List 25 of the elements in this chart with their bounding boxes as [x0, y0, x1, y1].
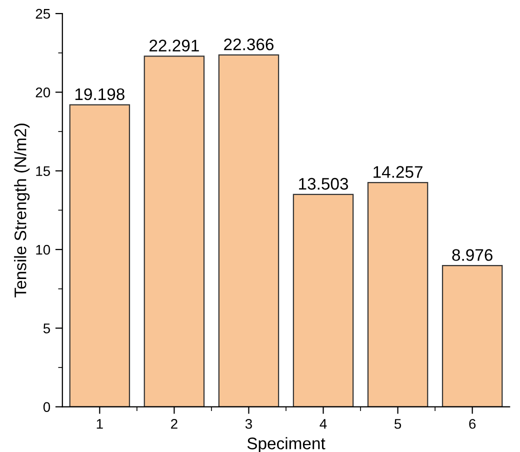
data-label: 19.198 [75, 88, 124, 100]
data-label: 22.366 [224, 38, 274, 50]
y-tick-label: 25 [36, 8, 50, 19]
data-label: 13.503 [299, 178, 348, 190]
bar [367, 182, 428, 407]
y-tick-label: 20 [36, 88, 50, 98]
bar [292, 194, 354, 407]
x-tick-label: 3 [245, 418, 252, 429]
y-tick-label: 10 [36, 244, 50, 255]
data-label: 14.257 [374, 166, 422, 178]
x-tick-label: 6 [469, 418, 476, 429]
bar [442, 265, 503, 407]
x-tick-label: 4 [320, 419, 327, 429]
x-tick-label: 5 [394, 419, 402, 429]
y-tick-label: 0 [43, 402, 50, 412]
data-label: 22.291 [150, 40, 199, 52]
x-tick-label: 2 [171, 418, 178, 429]
data-label: 8.976 [452, 249, 492, 261]
bar [69, 104, 130, 407]
y-tick-label: 5 [43, 324, 50, 334]
y-axis-title: Tensile Strength (N/m2) [14, 124, 30, 298]
x-tick-label: 1 [96, 419, 103, 429]
y-tick-label: 15 [36, 166, 50, 176]
bar [218, 54, 280, 407]
bar [144, 56, 205, 407]
